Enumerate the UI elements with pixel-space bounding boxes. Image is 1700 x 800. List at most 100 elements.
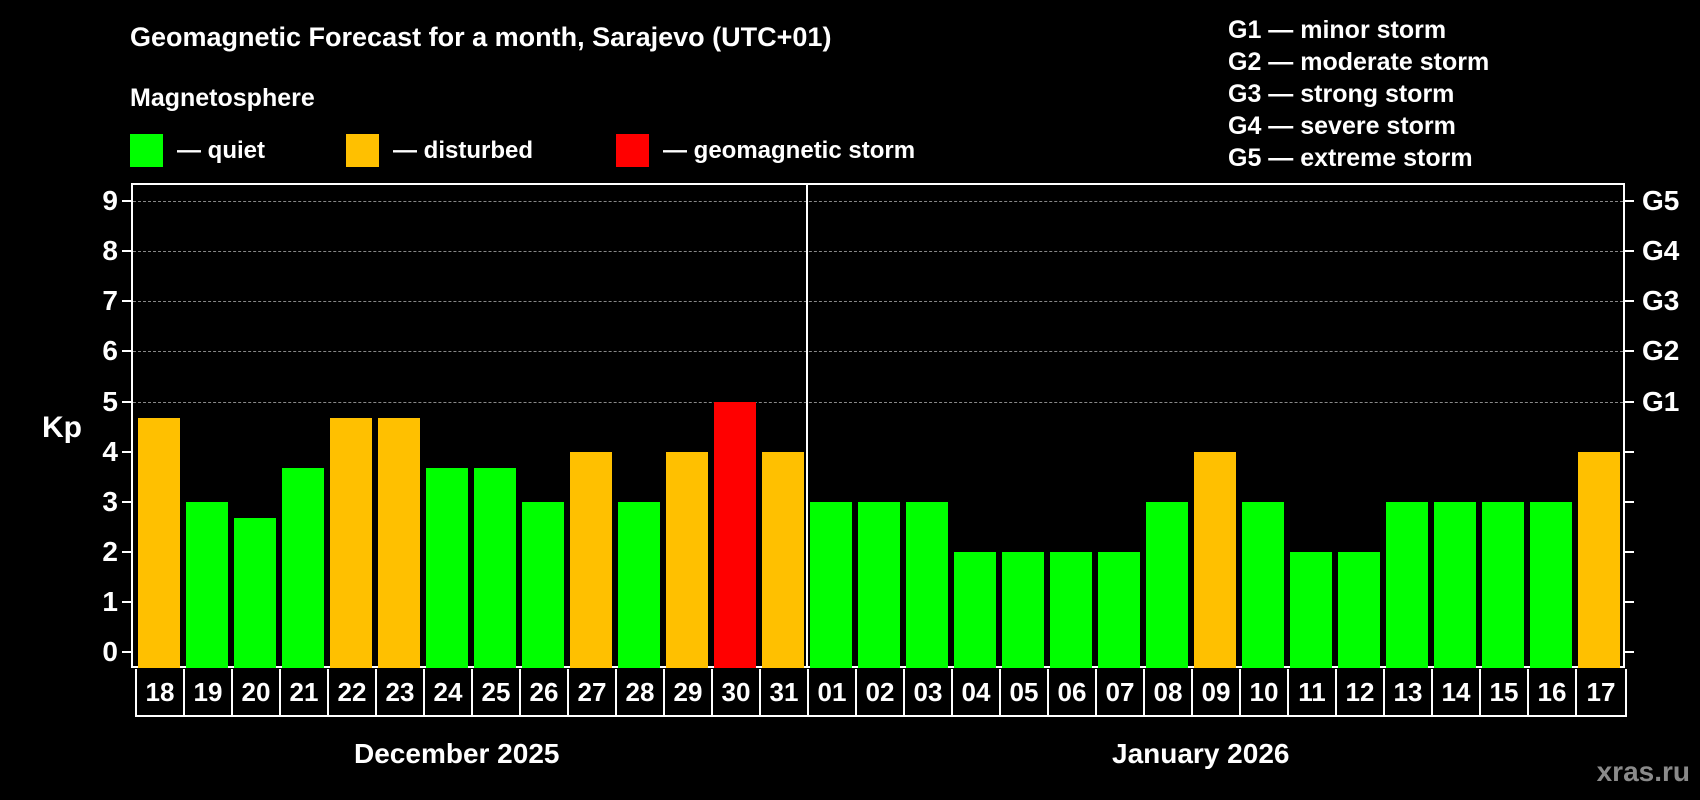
bar-16	[1530, 501, 1572, 668]
g2-description: G2 — moderate storm	[1228, 48, 1490, 76]
disturbed-swatch	[346, 134, 379, 167]
y-tick-label: 5	[102, 385, 118, 417]
month-label-january: January 2026	[1112, 738, 1290, 769]
legend-subtitle: Magnetosphere	[130, 84, 315, 112]
bar-18	[138, 418, 180, 668]
y-tick-mark	[122, 550, 131, 553]
date-label: 13	[1385, 669, 1433, 715]
y-tick-mark	[122, 300, 131, 303]
date-label: 20	[233, 669, 281, 715]
storm-swatch	[616, 134, 649, 167]
legend-disturbed: — disturbed	[346, 134, 533, 167]
date-label: 19	[185, 669, 233, 715]
g3-description: G3 — strong storm	[1228, 80, 1455, 108]
bar-17	[1578, 451, 1620, 668]
date-label: 07	[1097, 669, 1145, 715]
legend-quiet: — quiet	[130, 134, 265, 167]
bar-04	[954, 551, 996, 668]
month-separator	[806, 183, 808, 668]
g4-description: G4 — severe storm	[1228, 112, 1456, 140]
quiet-swatch	[130, 134, 163, 167]
bar-08	[1146, 501, 1188, 668]
date-label: 30	[713, 669, 761, 715]
legend-storm-label: — geomagnetic storm	[663, 136, 916, 164]
date-label: 28	[617, 669, 665, 715]
bar-02	[858, 501, 900, 668]
y-tick-mark-right	[1625, 350, 1634, 353]
bar-29	[666, 451, 708, 668]
y-tick-mark	[122, 500, 131, 503]
y-tick-mark	[122, 250, 131, 253]
date-label: 31	[761, 669, 809, 715]
y-tick-label: 0	[102, 636, 118, 667]
y-axis-label: Kp	[42, 411, 82, 444]
legend-disturbed-label: — disturbed	[393, 136, 534, 164]
bar-11	[1290, 551, 1332, 668]
date-label: 18	[137, 669, 185, 715]
gridline	[133, 401, 1623, 403]
date-label: 04	[953, 669, 1001, 715]
bar-25	[474, 468, 516, 668]
date-label: 25	[473, 669, 521, 715]
legend-storm: — geomagnetic storm	[616, 134, 915, 167]
y-tick-label: 4	[102, 435, 118, 467]
bar-30	[714, 401, 756, 668]
storm-level-label: G4	[1642, 235, 1680, 267]
bar-23	[378, 418, 420, 668]
date-label: 06	[1049, 669, 1097, 715]
bar-24	[426, 468, 468, 668]
bar-28	[618, 501, 660, 668]
y-tick-mark	[122, 200, 131, 203]
gridline	[133, 251, 1623, 253]
storm-level-label: G1	[1642, 385, 1680, 417]
legend-quiet-label: — quiet	[177, 136, 265, 164]
date-label: 23	[377, 669, 425, 715]
bar-20	[234, 518, 276, 668]
y-tick-mark	[122, 600, 131, 603]
bar-09	[1194, 451, 1236, 668]
y-tick-mark	[122, 400, 131, 403]
date-label: 15	[1481, 669, 1529, 715]
y-tick-label: 6	[102, 335, 118, 367]
bar-26	[522, 501, 564, 668]
bar-06	[1050, 551, 1092, 668]
y-tick-label: 9	[102, 185, 118, 217]
y-tick-mark-right	[1625, 400, 1634, 403]
watermark: xras.ru	[1596, 756, 1690, 787]
bar-10	[1242, 501, 1284, 668]
date-label: 22	[329, 669, 377, 715]
date-label: 12	[1337, 669, 1385, 715]
storm-level-label: G5	[1642, 185, 1680, 217]
y-tick-mark-right	[1625, 450, 1634, 453]
bar-12	[1338, 551, 1380, 668]
y-tick-mark-right	[1625, 250, 1634, 253]
bar-07	[1098, 551, 1140, 668]
month-label-december: December 2025	[354, 738, 560, 769]
date-axis: 18 19 20 21 22 23 24 25 26 27 28 29 30 31 01 02 03 04 05 06…	[135, 669, 1627, 717]
y-tick-mark-right	[1625, 651, 1634, 653]
g5-description: G5 — extreme storm	[1228, 144, 1473, 172]
date-label: 14	[1433, 669, 1481, 715]
gridline	[133, 351, 1623, 353]
bar-19	[186, 501, 228, 668]
y-tick-label: 2	[102, 535, 118, 567]
y-tick-mark-right	[1625, 500, 1634, 503]
y-tick-mark-right	[1625, 550, 1634, 553]
g1-description: G1 — minor storm	[1228, 16, 1447, 44]
bar-27	[570, 451, 612, 668]
bar-13	[1386, 501, 1428, 668]
y-tick-mark	[122, 350, 131, 353]
date-label: 27	[569, 669, 617, 715]
storm-level-label: G3	[1642, 285, 1680, 317]
date-label: 01	[809, 669, 857, 715]
y-tick-label: 1	[102, 585, 118, 617]
date-label: 09	[1193, 669, 1241, 715]
y-tick-mark	[122, 651, 131, 653]
gridline	[133, 201, 1623, 203]
chart-title: Geomagnetic Forecast for a month, Saraje…	[130, 22, 832, 52]
date-label: 11	[1289, 669, 1337, 715]
date-label: 08	[1145, 669, 1193, 715]
bar-22	[330, 418, 372, 668]
bar-03	[906, 501, 948, 668]
y-tick-mark-right	[1625, 200, 1634, 203]
